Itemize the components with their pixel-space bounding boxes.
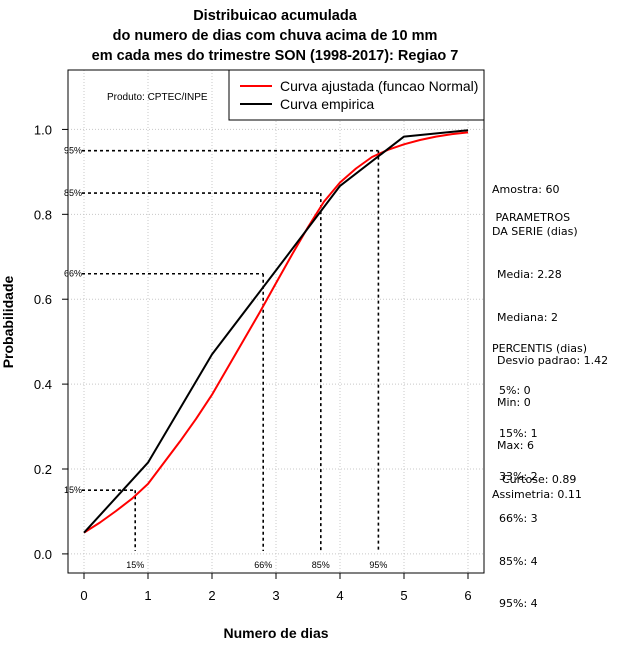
percentil-85: 85%: 4	[499, 554, 538, 568]
percentile-guide-x-label: 15%	[126, 560, 144, 570]
percentil-66: 66%: 3	[499, 512, 538, 526]
series-lines	[83, 129, 469, 534]
x-axis: 0 1 2 3 4 5 6	[80, 573, 472, 603]
x-tick-label: 3	[272, 588, 279, 603]
sample-size: Amostra: 60	[492, 183, 560, 196]
assimetria: Assimetria: 0.11	[492, 488, 582, 501]
percentil-15: 15%: 1	[499, 427, 538, 441]
param-mediana: Mediana: 2	[497, 311, 558, 325]
x-tick-label: 2	[208, 588, 215, 603]
percentile-guide-y-label: 95%	[64, 146, 82, 156]
percentis-title: PERCENTIS (dias)	[492, 342, 588, 355]
percentil-33: 33%: 2	[499, 469, 538, 483]
percentil-95: 95%: 4	[499, 597, 538, 611]
x-tick-label: 0	[80, 588, 87, 603]
percentile-guide-x-label: 85%	[312, 560, 330, 570]
grid	[68, 70, 484, 573]
legend-label-fitted: Curva ajustada (funcao Normal)	[280, 78, 478, 94]
x-axis-label: Numero de dias	[223, 625, 328, 641]
percentile-guide-x-label: 95%	[369, 560, 387, 570]
y-axis: 0.0 0.2 0.4 0.6 0.8 1.0	[34, 122, 68, 562]
y-tick-label: 0.2	[34, 462, 52, 477]
y-tick-label: 0.6	[34, 292, 52, 307]
curtose: Curtose: 0.89	[502, 473, 577, 486]
x-tick-label: 1	[144, 588, 151, 603]
param-max: Max: 6	[497, 438, 534, 452]
y-tick-label: 0.0	[34, 547, 52, 562]
chart-title: Distribuicao acumulada do numero de dias…	[92, 8, 459, 64]
params-title: PARAMETROS DA SERIE (dias)	[492, 211, 578, 239]
legend: Curva ajustada (funcao Normal) Curva emp…	[228, 69, 485, 121]
chart-title-line-2: do numero de dias com chuva acima de 10 …	[113, 28, 438, 44]
params-list: Media: 2.28 Mediana: 2 Desvio padrao: 1.…	[497, 240, 608, 467]
y-axis-label: Probabilidade	[0, 276, 16, 369]
producer-label: Produto: CPTEC/INPE	[107, 92, 208, 103]
chart-title-line-1: Distribuicao acumulada	[193, 8, 358, 24]
legend-label-empirical: Curva empirica	[280, 96, 374, 112]
x-tick-label: 5	[400, 588, 407, 603]
y-tick-label: 1.0	[34, 122, 52, 137]
percentile-guide-y-label: 85%	[64, 188, 82, 198]
y-tick-label: 0.8	[34, 207, 52, 222]
x-tick-label: 4	[336, 588, 343, 603]
percentile-guides: 15% 15% 66% 66% 85% 85% 95% 95%	[64, 146, 387, 570]
percentis-list: 5%: 0 15%: 1 33%: 2 66%: 3 85%: 4 95%: 4	[499, 356, 538, 626]
x-tick-label: 6	[464, 588, 471, 603]
fitted-normal-curve	[83, 131, 469, 534]
chart-title-line-3: em cada mes do trimestre SON (1998-2017)…	[92, 48, 459, 64]
percentil-5: 5%: 0	[499, 384, 531, 398]
param-desvio: Desvio padrao: 1.42	[497, 353, 609, 367]
param-min: Min: 0	[497, 396, 531, 410]
empirical-curve	[83, 129, 469, 534]
percentile-guide-y-label: 66%	[64, 269, 82, 279]
y-tick-label: 0.4	[34, 377, 52, 392]
percentile-guide-y-label: 15%	[64, 485, 82, 495]
percentile-guide-x-label: 66%	[254, 560, 272, 570]
param-media: Media: 2.28	[497, 268, 562, 282]
legend-box	[228, 69, 485, 121]
